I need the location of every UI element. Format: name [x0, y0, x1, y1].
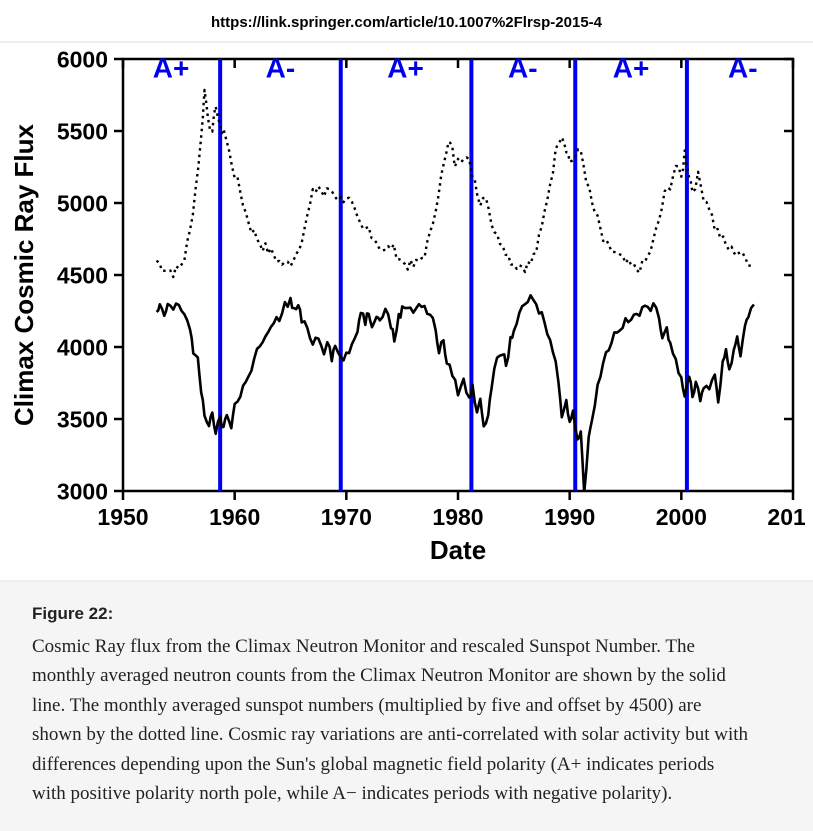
svg-text:1980: 1980: [432, 504, 483, 530]
svg-text:4500: 4500: [57, 262, 108, 288]
svg-text:A+: A+: [613, 53, 650, 84]
svg-text:A-: A-: [728, 53, 758, 84]
figure-caption: Figure 22: Cosmic Ray flux from the Clim…: [0, 582, 813, 831]
svg-text:1970: 1970: [321, 504, 372, 530]
caption-body: Cosmic Ray flux from the Climax Neutron …: [32, 632, 752, 809]
svg-text:5000: 5000: [57, 190, 108, 216]
svg-text:3500: 3500: [57, 406, 108, 432]
caption-label: Figure 22:: [32, 604, 781, 624]
svg-text:A-: A-: [266, 53, 296, 84]
svg-text:1950: 1950: [97, 504, 148, 530]
svg-text:6000: 6000: [57, 47, 108, 72]
svg-text:1990: 1990: [544, 504, 595, 530]
svg-text:4000: 4000: [57, 334, 108, 360]
svg-text:3000: 3000: [57, 478, 108, 504]
svg-text:1960: 1960: [209, 504, 260, 530]
svg-text:2000: 2000: [656, 504, 707, 530]
svg-text:A+: A+: [153, 53, 190, 84]
svg-text:5500: 5500: [57, 118, 108, 144]
svg-text:A+: A+: [387, 53, 424, 84]
svg-text:2010: 2010: [767, 504, 805, 530]
svg-text:Climax Cosmic Ray Flux: Climax Cosmic Ray Flux: [9, 123, 39, 426]
source-url: https://link.springer.com/article/10.100…: [0, 0, 813, 41]
svg-text:A-: A-: [508, 53, 538, 84]
svg-text:Date: Date: [430, 535, 486, 565]
cosmic-ray-chart: 1950 1960 1970 1980 1990 2000 2010 3000 3500 4000…: [8, 47, 805, 572]
figure-panel: 1950 1960 1970 1980 1990 2000 2010 3000 3500 4000…: [0, 41, 813, 582]
